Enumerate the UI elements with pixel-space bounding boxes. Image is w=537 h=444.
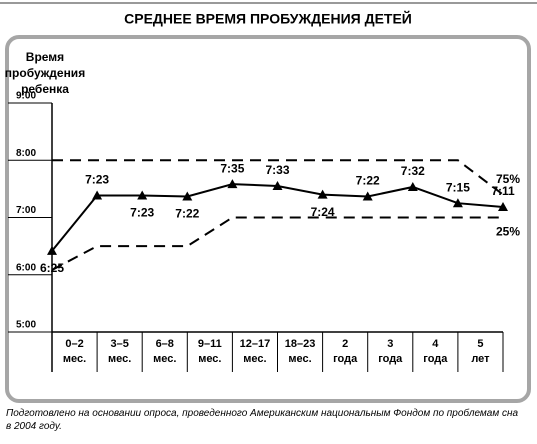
value-label: 7:24 xyxy=(311,205,335,219)
x-tick-label: мес. xyxy=(63,353,86,365)
x-tick-label: 5 xyxy=(477,338,483,350)
chart-title: СРЕДНЕЕ ВРЕМЯ ПРОБУЖДЕНИЯ ДЕТЕЙ xyxy=(124,10,412,27)
x-tick-label: 4 xyxy=(432,338,439,350)
marker xyxy=(47,245,57,255)
y-axis-label: ребенка xyxy=(21,82,69,96)
marker xyxy=(182,191,193,201)
marker xyxy=(227,179,238,189)
x-tick-label: 18–23 xyxy=(285,338,316,350)
marker xyxy=(137,190,148,200)
x-tick-label: мес. xyxy=(198,353,221,365)
x-tick-label: года xyxy=(378,353,403,365)
value-label: 7:32 xyxy=(401,164,425,178)
y-tick-label: 5:00 xyxy=(16,320,36,331)
marker xyxy=(317,189,328,199)
value-label: 7:11 xyxy=(491,184,515,198)
x-tick-label: лет xyxy=(471,353,490,365)
marker xyxy=(407,181,418,191)
percentile-label: 75% xyxy=(496,172,520,186)
marker xyxy=(92,190,103,200)
percentile-line xyxy=(51,216,503,271)
value-label: 6:25 xyxy=(40,261,64,275)
value-label: 7:23 xyxy=(85,173,109,187)
value-label: 7:15 xyxy=(446,180,470,194)
y-tick-label: 8:00 xyxy=(16,148,36,159)
x-tick-label: 12–17 xyxy=(240,338,271,350)
chart: СРЕДНЕЕ ВРЕМЯ ПРОБУЖДЕНИЯ ДЕТЕЙ Время про… xyxy=(0,2,537,403)
value-label: 7:33 xyxy=(265,163,289,177)
y-tick-label: 9:00 xyxy=(16,91,36,102)
x-tick-label: 2 xyxy=(342,338,348,350)
y-axis-label: пробуждения xyxy=(5,66,85,80)
y-tick-label: 6:00 xyxy=(16,262,36,273)
x-tick-label: мес. xyxy=(243,353,266,365)
marker xyxy=(362,191,373,201)
x-tick-label: мес. xyxy=(153,353,176,365)
x-tick-label: мес. xyxy=(108,353,131,365)
y-axis-label: Время xyxy=(26,50,64,64)
x-tick-label: 6–8 xyxy=(156,338,174,350)
percentile-line xyxy=(52,159,504,196)
x-tick-label: 3 xyxy=(387,338,393,350)
panel xyxy=(5,35,531,403)
marker xyxy=(272,181,283,191)
y-tick-label: 7:00 xyxy=(16,205,36,216)
value-label: 7:35 xyxy=(220,161,244,175)
marker xyxy=(452,198,463,208)
footnote: Подготовлено на основании опроса, провед… xyxy=(6,408,519,432)
x-tick-label: года xyxy=(333,353,358,365)
x-tick-label: мес. xyxy=(288,353,311,365)
x-tick-label: 3–5 xyxy=(110,338,128,350)
value-label: 7:22 xyxy=(356,174,380,188)
x-tick-label: 0–2 xyxy=(65,338,83,350)
x-tick-label: года xyxy=(423,353,448,365)
x-tick-label: 9–11 xyxy=(198,338,222,350)
marker xyxy=(498,202,508,212)
value-label: 7:23 xyxy=(130,206,154,220)
percentile-label: 25% xyxy=(496,225,520,239)
value-label: 7:22 xyxy=(175,207,199,221)
